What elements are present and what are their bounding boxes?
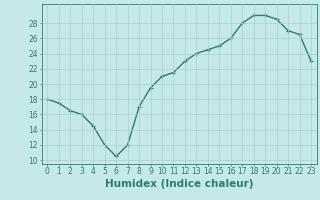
X-axis label: Humidex (Indice chaleur): Humidex (Indice chaleur) xyxy=(105,179,253,189)
